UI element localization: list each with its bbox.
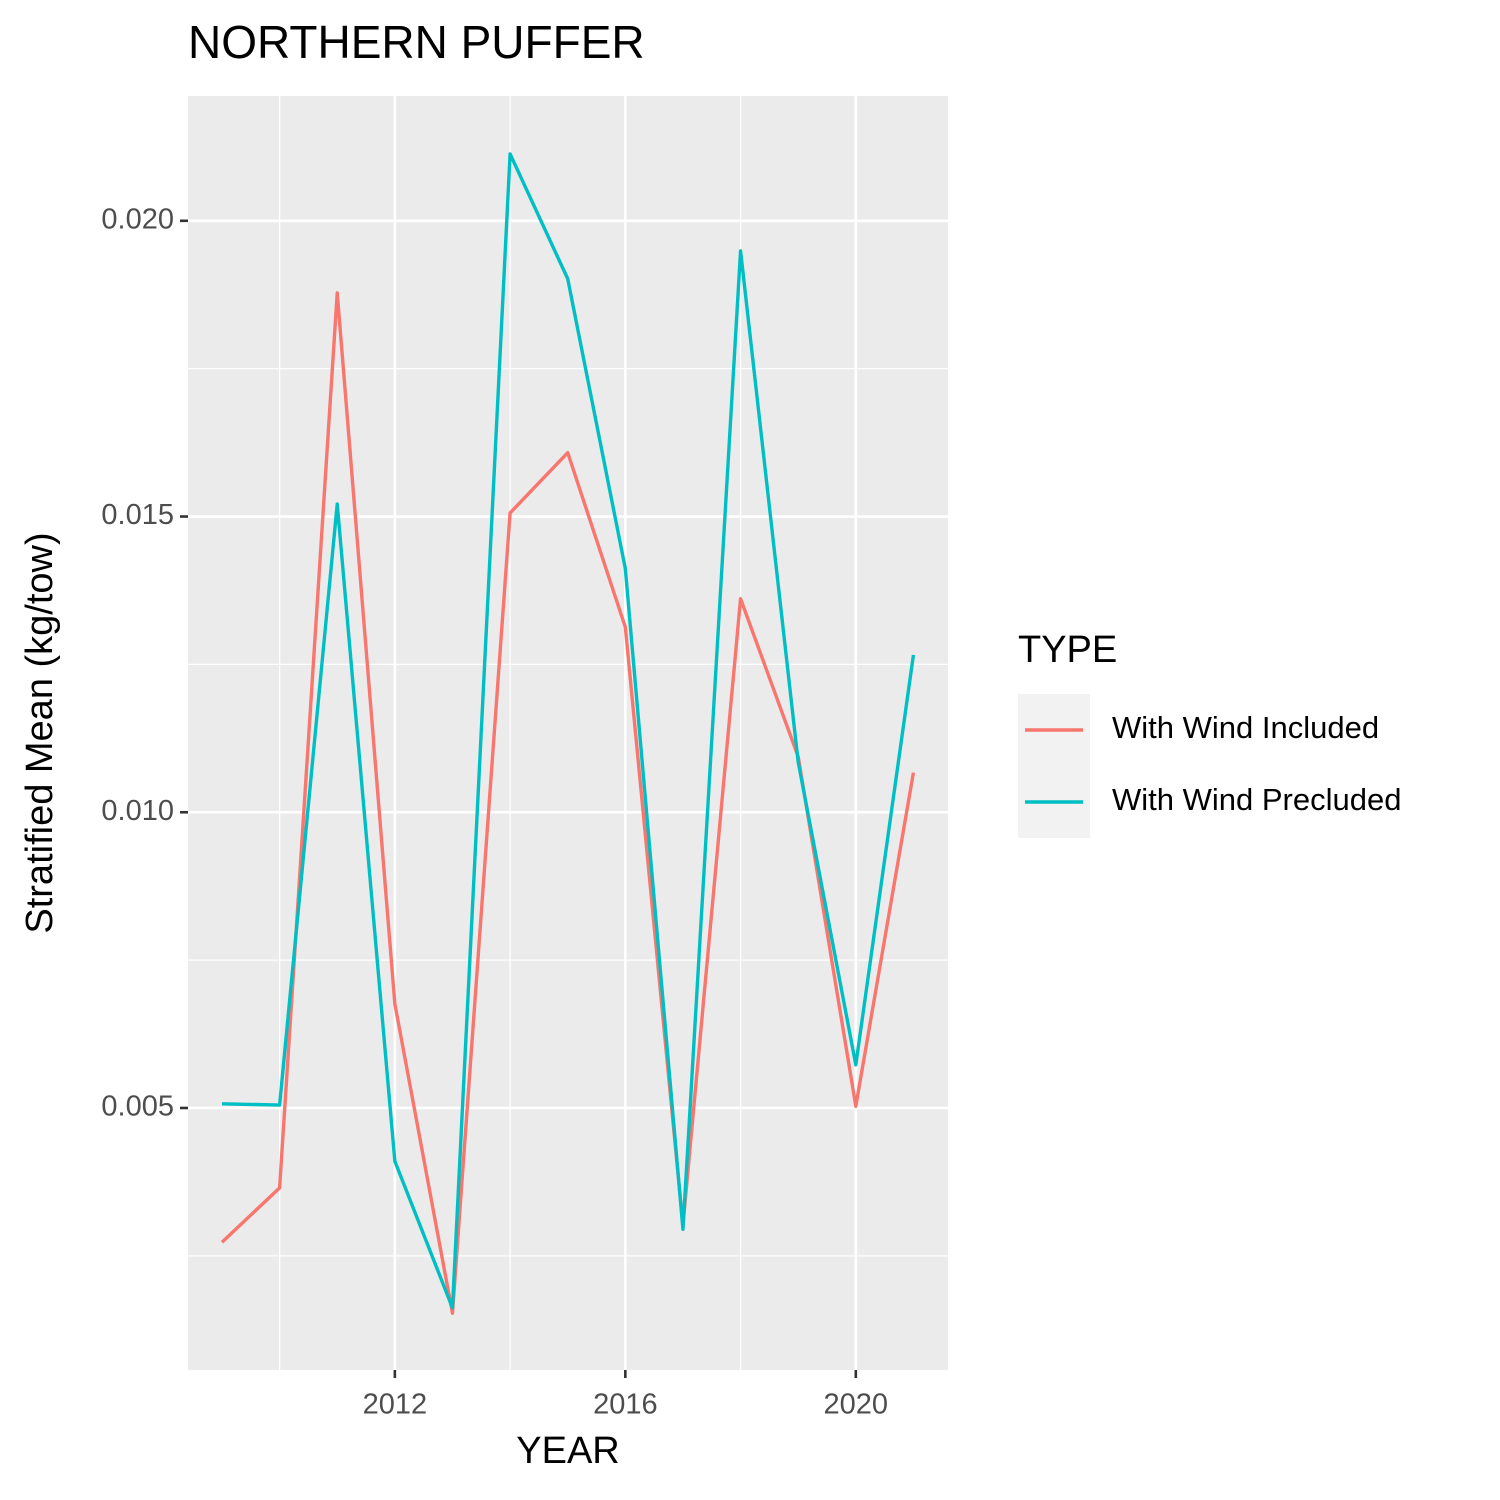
x-axis-title: YEAR — [516, 1430, 619, 1472]
y-tick-label: 0.015 — [101, 499, 174, 531]
legend-label: With Wind Included — [1112, 710, 1379, 745]
y-tick-label: 0.005 — [101, 1091, 174, 1123]
y-tick-label: 0.020 — [101, 203, 174, 235]
x-tick-label: 2020 — [824, 1389, 889, 1421]
legend-title: TYPE — [1018, 629, 1117, 671]
legend-label: With Wind Precluded — [1112, 782, 1401, 817]
data-line — [221, 152, 916, 1310]
y-tick-label: 0.010 — [101, 795, 174, 827]
legend-key-background — [1018, 694, 1090, 838]
y-axis-title: Stratified Mean (kg/tow) — [19, 532, 61, 933]
chart-title: NORTHERN PUFFER — [188, 16, 645, 68]
x-tick-label: 2016 — [593, 1389, 658, 1421]
x-tick-label: 2012 — [363, 1389, 428, 1421]
